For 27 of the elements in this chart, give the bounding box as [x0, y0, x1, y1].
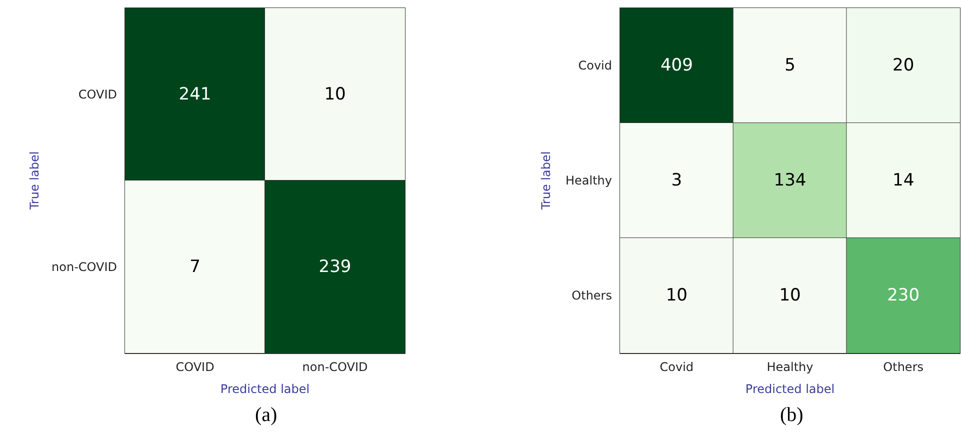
x-axis-title: Predicted label [220, 382, 310, 396]
data-label: 14 [892, 170, 914, 190]
data-label: 20 [892, 56, 914, 76]
text: (a) [255, 404, 278, 426]
data-label: 5 [784, 56, 796, 76]
data-label: 3 [671, 170, 682, 190]
x-tick-label: Others [883, 360, 924, 374]
x-tick-label: non-COVID [302, 360, 368, 374]
y-axis-title: True label [28, 151, 42, 211]
x-tick-label: COVID [176, 360, 214, 374]
x-tick-label: Healthy [766, 360, 814, 374]
data-label: 10 [779, 286, 801, 306]
data-label: 10 [666, 286, 688, 306]
data-label: 7 [190, 256, 200, 277]
data-label: 10 [324, 84, 346, 104]
data-label: 230 [887, 286, 920, 306]
data-label: 409 [660, 56, 693, 76]
x-tick-label: Covid [660, 360, 694, 374]
data-label: 134 [774, 170, 806, 190]
data-label: 239 [318, 256, 352, 277]
y-axis-title: True label [539, 151, 553, 211]
y-tick-label: Others [572, 288, 612, 302]
text: (b) [780, 404, 804, 426]
x-axis-title: Predicted label [745, 382, 835, 396]
y-tick-label: Covid [578, 58, 612, 72]
y-tick-label: Healthy [565, 174, 612, 188]
data-label: 241 [178, 84, 212, 104]
